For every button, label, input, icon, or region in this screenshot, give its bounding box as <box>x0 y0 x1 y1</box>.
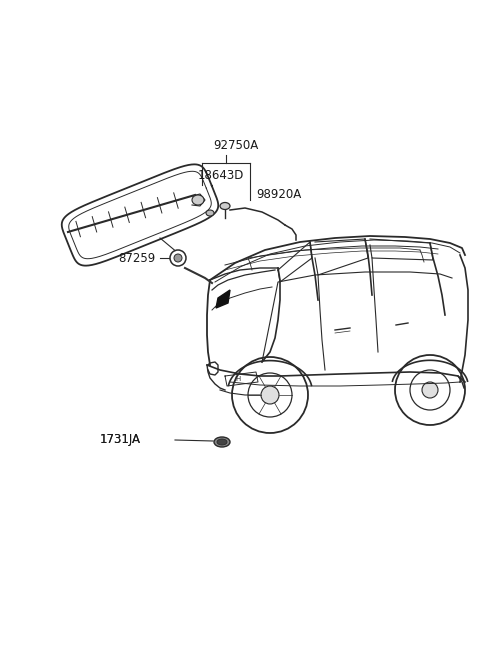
Circle shape <box>261 386 279 404</box>
Text: H: H <box>235 376 240 382</box>
Text: 1731JA: 1731JA <box>100 434 141 447</box>
Circle shape <box>170 250 186 266</box>
Ellipse shape <box>214 437 230 447</box>
Ellipse shape <box>217 439 227 445</box>
Text: 92750A: 92750A <box>213 139 258 152</box>
Circle shape <box>422 382 438 398</box>
Text: 98920A: 98920A <box>256 187 301 200</box>
Ellipse shape <box>206 210 214 216</box>
Text: 1731JA: 1731JA <box>100 434 141 447</box>
Ellipse shape <box>192 195 204 205</box>
Text: 87259: 87259 <box>118 252 155 265</box>
Circle shape <box>174 254 182 262</box>
Text: 18643D: 18643D <box>198 169 244 182</box>
Polygon shape <box>216 290 230 308</box>
Ellipse shape <box>220 202 230 210</box>
